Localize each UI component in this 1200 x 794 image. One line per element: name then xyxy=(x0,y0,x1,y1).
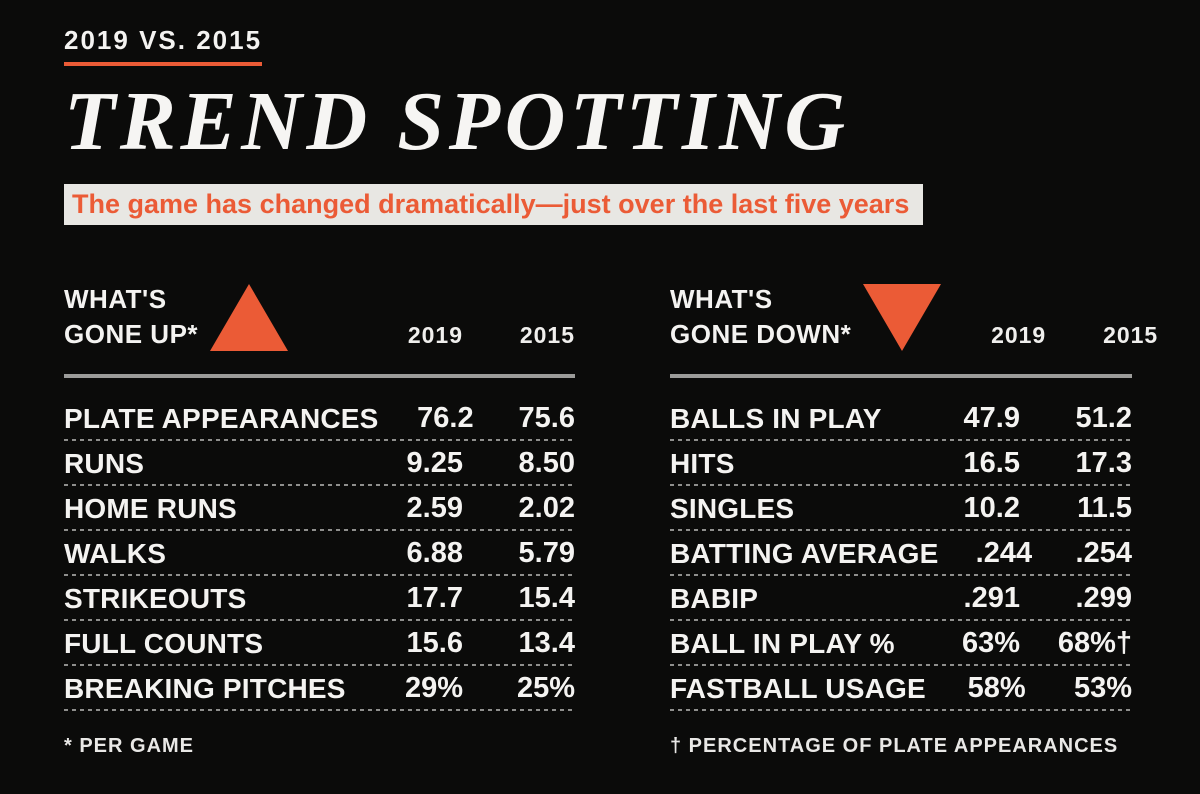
row-label: HITS xyxy=(670,447,735,479)
table-down-heading-line2: GONE DOWN* xyxy=(670,319,852,349)
table-whats-gone-down: WHAT'S GONE DOWN* 2019 2015 BALLS IN PLA… xyxy=(670,282,1157,758)
row-value-2015: 5.79 xyxy=(518,537,575,569)
table-row: FULL COUNTS 15.6 13.4 xyxy=(64,621,575,666)
row-label: BALLS IN PLAY xyxy=(670,402,882,434)
row-value-2015: 13.4 xyxy=(518,627,575,659)
page-title: TREND SPOTTING xyxy=(64,75,850,168)
table-row: WALKS 6.88 5.79 xyxy=(64,531,575,576)
row-value-2015: 51.2 xyxy=(1075,402,1132,434)
table-row: BREAKING PITCHES 29% 25% xyxy=(64,666,575,711)
tables-region: WHAT'S GONE UP* 2019 2015 PLATE APPEARAN… xyxy=(64,282,1157,758)
row-label: BATTING AVERAGE xyxy=(670,537,939,569)
row-label: RUNS xyxy=(64,447,145,479)
row-label: FASTBALL USAGE xyxy=(670,672,926,704)
row-value-2019: 16.5 xyxy=(963,447,1020,479)
table-down-column-headers: 2019 2015 xyxy=(941,322,1158,352)
row-value-2015: 2.02 xyxy=(518,492,575,524)
row-value-2015: 11.5 xyxy=(1077,492,1132,524)
row-value-2019: 17.7 xyxy=(406,582,463,614)
table-row: BALLS IN PLAY 47.9 51.2 xyxy=(670,396,1132,441)
row-value-2015: 53% xyxy=(1073,672,1132,704)
row-label: BABIP xyxy=(670,582,759,614)
eyebrow-years: 2019 VS. 2015 xyxy=(64,26,263,66)
row-label: FULL COUNTS xyxy=(64,627,264,659)
table-row: HOME RUNS 2.59 2.02 xyxy=(64,486,575,531)
row-value-2019: 10.2 xyxy=(963,492,1020,524)
column-header-2019: 2019 xyxy=(991,322,1047,348)
row-label: BALL IN PLAY % xyxy=(670,627,895,659)
table-down-rows: BALLS IN PLAY 47.9 51.2 HITS 16.5 17.3 S… xyxy=(670,396,1132,711)
column-header-2015: 2015 xyxy=(1103,322,1159,348)
table-down-heading-line1: WHAT'S xyxy=(670,284,773,314)
row-value-2015: .299 xyxy=(1075,582,1132,614)
row-value-2019: 2.59 xyxy=(406,492,463,524)
table-row: BATTING AVERAGE .244 .254 xyxy=(670,531,1132,576)
row-label: STRIKEOUTS xyxy=(64,582,247,614)
table-up-heading: WHAT'S GONE UP* xyxy=(64,282,198,352)
row-value-2015: 8.50 xyxy=(518,447,575,479)
column-header-2015: 2015 xyxy=(519,322,575,348)
table-up-header: WHAT'S GONE UP* 2019 2015 xyxy=(64,282,575,352)
row-value-2019: 47.9 xyxy=(963,402,1020,434)
row-value-2015: .254 xyxy=(1075,537,1132,569)
table-row: BALL IN PLAY % 63% 68%† xyxy=(670,621,1132,666)
table-up-heading-line1: WHAT'S xyxy=(64,284,167,314)
row-value-2015: 68%† xyxy=(1057,627,1132,659)
row-label: HOME RUNS xyxy=(64,492,237,524)
row-value-2019: 63% xyxy=(961,627,1020,659)
row-value-2019: 6.88 xyxy=(406,537,463,569)
triangle-up-icon xyxy=(210,284,289,351)
row-value-2019: 9.25 xyxy=(406,447,463,479)
table-row: HITS 16.5 17.3 xyxy=(670,441,1132,486)
row-value-2019: 15.6 xyxy=(406,627,463,659)
table-down-heading: WHAT'S GONE DOWN* xyxy=(670,282,851,352)
row-value-2015: 75.6 xyxy=(518,402,575,434)
row-label: PLATE APPEARANCES xyxy=(64,402,379,434)
table-whats-gone-up: WHAT'S GONE UP* 2019 2015 PLATE APPEARAN… xyxy=(64,282,575,758)
footnote-per-game: * PER GAME xyxy=(64,735,195,757)
table-row: RUNS 9.25 8.50 xyxy=(64,441,575,486)
table-row: SINGLES 10.2 11.5 xyxy=(670,486,1132,531)
table-row: PLATE APPEARANCES 76.2 75.6 xyxy=(64,396,575,441)
table-down-header: WHAT'S GONE DOWN* 2019 2015 xyxy=(670,282,1157,352)
table-up-column-headers: 2019 2015 xyxy=(358,322,575,352)
table-up-heading-line2: GONE UP* xyxy=(64,319,199,349)
row-value-2019: .291 xyxy=(963,582,1020,614)
column-header-2019: 2019 xyxy=(407,322,463,348)
row-value-2019: 58% xyxy=(967,672,1026,704)
row-value-2015: 15.4 xyxy=(518,582,575,614)
table-row: BABIP .291 .299 xyxy=(670,576,1132,621)
table-up-rows: PLATE APPEARANCES 76.2 75.6 RUNS 9.25 8.… xyxy=(64,396,575,711)
row-value-2015: 25% xyxy=(516,672,575,704)
footnote-plate-appearances: † PERCENTAGE OF PLATE APPEARANCES xyxy=(670,735,1119,757)
row-label: WALKS xyxy=(64,537,167,569)
row-value-2019: 76.2 xyxy=(417,402,474,434)
table-row: STRIKEOUTS 17.7 15.4 xyxy=(64,576,575,621)
row-label: SINGLES xyxy=(670,492,795,524)
subtitle-banner: The game has changed dramatically—just o… xyxy=(64,184,924,225)
header-rule xyxy=(670,374,1132,378)
triangle-down-icon xyxy=(863,284,942,351)
row-value-2015: 17.3 xyxy=(1075,447,1132,479)
header-rule xyxy=(64,374,575,378)
row-value-2019: 29% xyxy=(404,672,463,704)
row-label: BREAKING PITCHES xyxy=(64,672,346,704)
row-value-2019: .244 xyxy=(975,537,1033,569)
table-row: FASTBALL USAGE 58% 53% xyxy=(670,666,1132,711)
